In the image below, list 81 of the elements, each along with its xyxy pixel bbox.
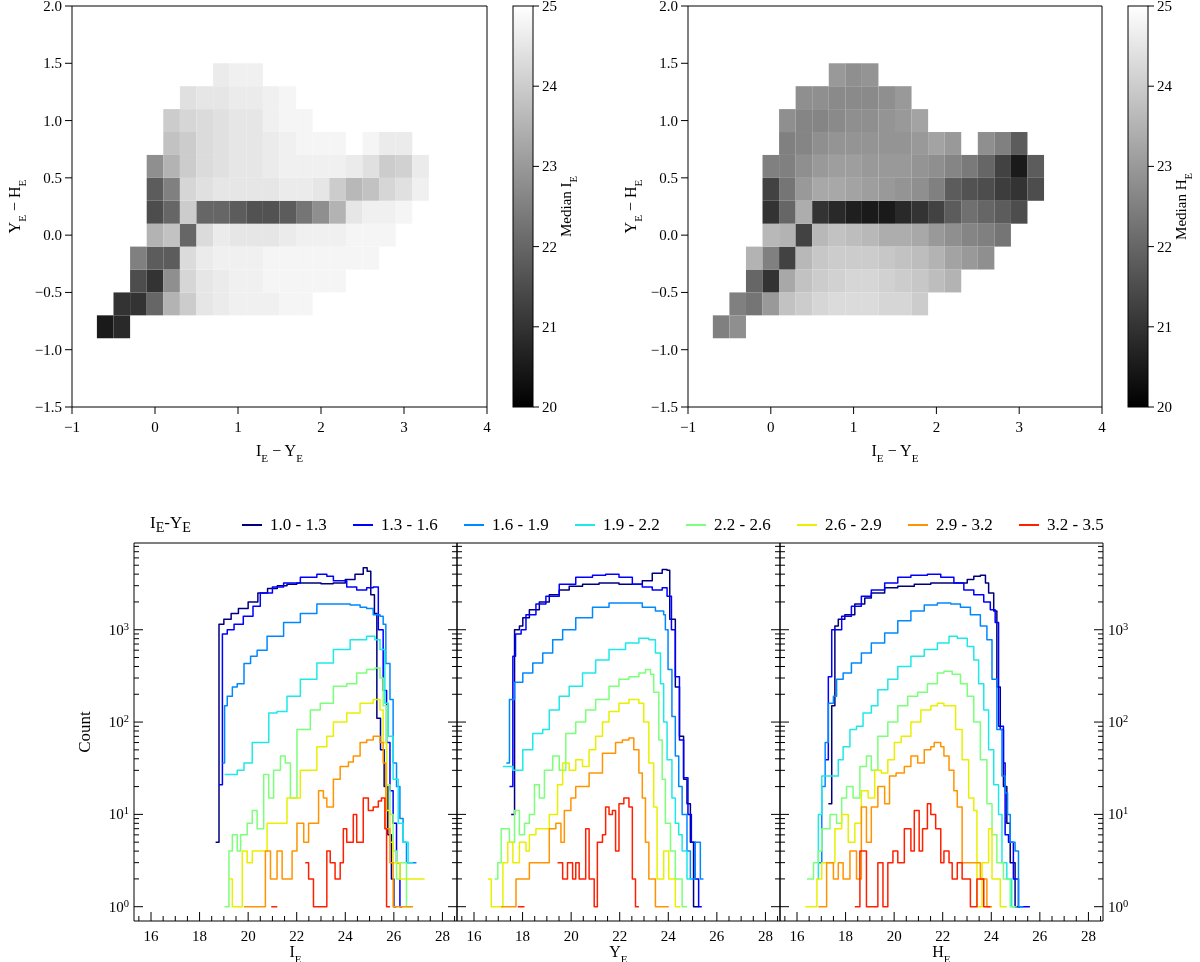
x-tick-label: 28 <box>434 928 450 944</box>
x-tick-label: 18 <box>192 928 208 944</box>
x-tick-label: 4 <box>1098 419 1107 435</box>
x-tick-label: 26 <box>709 928 725 944</box>
color-bar-label: 24 <box>1157 78 1173 95</box>
x-tick-label: 26 <box>1032 928 1048 944</box>
y-tick-label: 2.0 <box>659 0 678 14</box>
x-tick-label: 0 <box>767 419 775 435</box>
legend-label: 1.9 - 2.2 <box>603 514 660 535</box>
y2-tick-label: 10$^{0}$ <box>1108 897 1129 915</box>
y2-tick-label: 10$^{3}$ <box>1108 620 1129 638</box>
y2-tick-label: 10$^{2}$ <box>1108 712 1129 731</box>
y-tick-label: −0.5 <box>650 284 678 301</box>
legend-label: 1.3 - 1.6 <box>381 514 438 535</box>
x-tick-label: 26 <box>386 928 402 944</box>
x-axis-title: I$_{E}$ − Y$_{E}$ <box>256 442 304 464</box>
x-axis-title: I$_{E}$ − Y$_{E}$ <box>871 442 919 464</box>
x-tick-label: 16 <box>789 928 805 944</box>
y-tick-label: 10$^{0}$ <box>108 897 129 915</box>
x-tick-label: 1 <box>234 419 242 435</box>
x-tick-label: 16 <box>466 928 482 944</box>
color-bar-label: 22 <box>542 238 557 255</box>
y-tick-label: 1.5 <box>43 55 62 72</box>
color-bar-label: 23 <box>1157 158 1172 175</box>
x-tick-label: −1 <box>64 419 80 435</box>
x-tick-label: −1 <box>680 419 696 435</box>
y-tick-label: −1.5 <box>34 399 62 415</box>
x-tick-label: 2 <box>317 419 325 435</box>
legend-title: I$_{E}$-Y$_{E}$ <box>150 513 192 537</box>
legend-label: 2.2 - 2.6 <box>714 514 771 535</box>
y-axis-title: Count <box>75 710 94 753</box>
x-tick-label: 3 <box>400 419 408 435</box>
x-tick-label: 22 <box>612 928 628 944</box>
y-tick-label: 1.0 <box>43 112 62 129</box>
color-bar-label: 25 <box>1157 0 1172 14</box>
y-tick-label: −1.0 <box>650 341 678 358</box>
legend-label: 1.6 - 1.9 <box>492 514 549 535</box>
x-tick-label: 18 <box>515 928 531 944</box>
x-tick-label: 1 <box>849 419 858 435</box>
x-tick-label: 24 <box>660 928 677 944</box>
x-tick-label: 3 <box>1015 419 1023 435</box>
y-tick-label: 1.0 <box>659 112 678 129</box>
x-tick-label: 20 <box>563 928 579 944</box>
y2-tick-label: 10$^{1}$ <box>1108 804 1129 823</box>
color-bar-label: 23 <box>542 158 557 175</box>
x-tick-label: 20 <box>240 928 256 944</box>
x-tick-label: 2 <box>932 419 941 435</box>
y-tick-label: −0.5 <box>34 284 62 301</box>
x-tick-label: 0 <box>151 419 159 435</box>
legend-label: 1.0 - 1.3 <box>270 514 327 535</box>
x-tick-label: 20 <box>886 928 902 944</box>
y-tick-label: 10$^{3}$ <box>108 620 129 638</box>
y-tick-label: 10$^{2}$ <box>108 712 129 731</box>
legend-label: 2.6 - 2.9 <box>825 514 882 535</box>
y-tick-label: 2.0 <box>43 0 62 14</box>
x-tick-label: 24 <box>337 928 354 944</box>
y-tick-label: −1.0 <box>34 341 62 358</box>
color-bar-label: 21 <box>542 318 557 335</box>
x-tick-label: 16 <box>143 928 159 944</box>
y-tick-label: 1.5 <box>659 55 678 72</box>
y-tick-label: −1.5 <box>650 399 678 415</box>
color-bar-label: 21 <box>1157 318 1172 335</box>
color-bar-label: 20 <box>542 399 557 415</box>
x-tick-label: 18 <box>838 928 854 944</box>
y-tick-label: 0.5 <box>43 169 62 186</box>
color-bar-label: 24 <box>542 78 558 95</box>
color-bar-label: 22 <box>1157 238 1172 255</box>
x-tick-label: 28 <box>757 928 773 944</box>
legend-label: 3.2 - 3.5 <box>1047 514 1104 535</box>
color-bar-label: 25 <box>542 0 557 14</box>
y-tick-label: 0.0 <box>43 227 62 244</box>
x-tick-label: 4 <box>483 419 492 435</box>
x-tick-label: 22 <box>935 928 951 944</box>
x-tick-label: 22 <box>289 928 305 944</box>
y-tick-label: 10$^{1}$ <box>108 804 129 823</box>
legend-label: 2.9 - 3.2 <box>936 514 993 535</box>
y-tick-label: 0.5 <box>659 169 678 186</box>
color-bar-label: 20 <box>1157 399 1172 415</box>
y-tick-label: 0.0 <box>659 227 678 244</box>
x-tick-label: 24 <box>983 928 1000 944</box>
x-tick-label: 28 <box>1080 928 1096 944</box>
